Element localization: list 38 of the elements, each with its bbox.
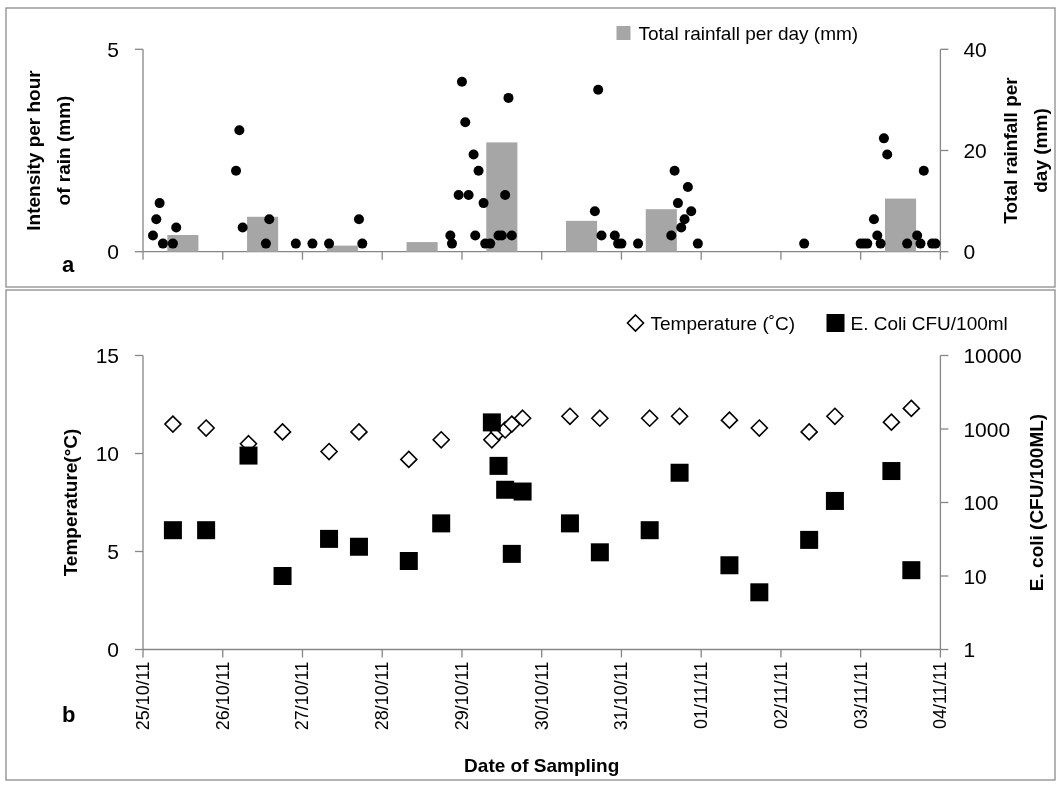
- x-tick-label: 02/11/11: [770, 661, 791, 729]
- y2-tick-label: 40: [963, 37, 987, 61]
- x-tick-label: 27/10/11: [292, 661, 313, 731]
- y2-tick-label: 10000: [963, 344, 1022, 367]
- y2-tick-label: 0: [963, 240, 976, 264]
- y-tick-label: 10: [95, 442, 119, 465]
- y2-axis-title: Total rainfall per day (mm): [999, 76, 1051, 224]
- y-tick-label: 5: [107, 37, 119, 61]
- x-tick-label: 03/11/11: [850, 661, 871, 729]
- y2-tick-label: 20: [963, 139, 987, 162]
- bar: [645, 209, 677, 252]
- x-tick-label: 04/11/11: [930, 661, 951, 729]
- y-tick-label: 0: [107, 240, 119, 264]
- x-tick-label: 28/10/11: [372, 661, 393, 731]
- x-tick-label: 25/10/11: [133, 661, 153, 731]
- x-axis-title: Date of Sampling: [464, 755, 620, 776]
- x-tick-label: 30/10/11: [531, 661, 552, 731]
- x-tick-label: 01/11/11: [691, 661, 712, 729]
- y2-tick-label: 1000: [963, 417, 1011, 441]
- bar: [566, 220, 598, 252]
- y2-tick-label: 100: [963, 491, 999, 514]
- y-axis-title: Temperature(°C): [59, 428, 81, 577]
- x-tick-label: 31/10/11: [611, 661, 632, 731]
- text: b: [62, 702, 76, 727]
- legend-label: Temperature (˚C): [650, 312, 796, 334]
- x-tick-label: 29/10/11: [451, 661, 472, 731]
- y2-axis-title: E. coli (CFU/100ML): [1025, 413, 1047, 592]
- x-tick-label: 26/10/11: [212, 661, 233, 731]
- bar: [406, 242, 438, 252]
- text: a: [62, 252, 75, 277]
- legend-label: E. Coli CFU/100ml: [850, 312, 1008, 334]
- y2-tick-label: 10: [963, 564, 987, 588]
- y-tick-label: 5: [107, 540, 119, 563]
- y-tick-label: 15: [95, 344, 119, 367]
- legend-label: Total rainfall per day (mm): [638, 22, 859, 44]
- y-tick-label: 0: [107, 638, 119, 661]
- y-axis-title: Intensity per hour of rain (mm): [22, 69, 74, 231]
- y2-tick-label: 1: [963, 638, 976, 661]
